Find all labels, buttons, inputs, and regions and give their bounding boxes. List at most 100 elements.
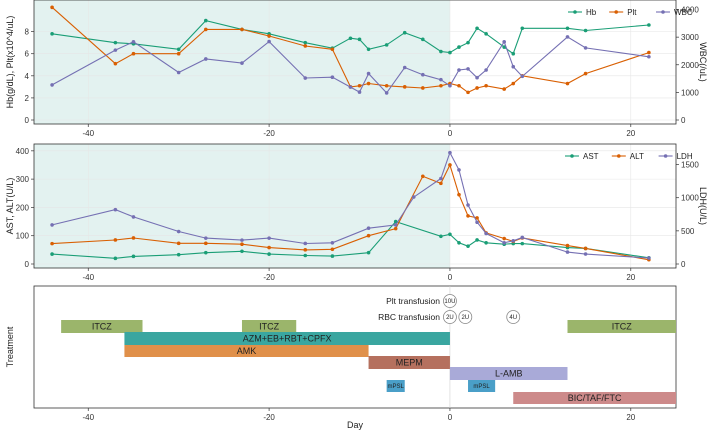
rbc-transfusion-label: RBC transfusion — [378, 312, 440, 322]
y-tick-label: 400 — [16, 147, 30, 156]
treatment-bar — [124, 332, 450, 345]
plot-frame — [33, 143, 677, 269]
legend-swatch-point — [570, 154, 574, 158]
data-point-hb — [303, 40, 308, 45]
data-point-hb — [565, 26, 570, 31]
treatment-bar-label: mPSL — [388, 384, 405, 390]
data-point-ldh — [475, 220, 479, 225]
data-point-wbc — [421, 72, 425, 77]
data-point-ldh — [113, 207, 118, 212]
data-point-ldh — [520, 235, 525, 240]
rbc-transfusion-dose: 2U — [461, 315, 469, 321]
y2-tick-label: 0 — [681, 260, 686, 269]
data-point-ast — [267, 252, 271, 256]
data-point-alt — [457, 192, 461, 197]
data-point-ast — [240, 249, 244, 254]
data-point-wbc — [204, 57, 208, 61]
treatment-bar-label: ITCZ — [259, 322, 279, 332]
plt-transfusion-dose: 10U — [444, 299, 455, 305]
data-point-ldh — [502, 240, 506, 245]
data-point-wbc — [402, 65, 407, 70]
data-point-wbc — [511, 64, 516, 69]
data-point-hb — [520, 26, 525, 31]
data-point-hb — [439, 49, 443, 54]
x-tick-label: 20 — [626, 413, 635, 422]
data-point-ast — [366, 250, 371, 255]
treatment-bar — [368, 356, 450, 369]
data-point-wbc — [583, 46, 588, 50]
data-point-plt — [176, 51, 181, 56]
data-point-wbc — [475, 75, 479, 80]
legend-swatch-point — [617, 154, 621, 158]
x-tick-label: -20 — [263, 273, 275, 282]
treatment-bar-label: MEPM — [396, 358, 423, 368]
data-point-ldh — [484, 231, 488, 236]
data-point-hb — [502, 45, 506, 49]
data-point-ldh — [583, 252, 588, 256]
data-point-wbc — [484, 68, 488, 72]
treatment-bar — [241, 320, 297, 333]
data-point-alt — [131, 236, 136, 240]
y-tick-label: 6 — [25, 50, 30, 59]
data-point-ldh — [647, 256, 651, 260]
data-point-ldh — [204, 236, 208, 240]
data-point-plt — [113, 61, 118, 66]
data-point-ldh — [466, 203, 470, 207]
data-point-plt — [131, 51, 136, 56]
data-point-alt — [50, 241, 54, 246]
data-point-hb — [421, 37, 425, 42]
treatment-bar-label: ITCZ — [612, 322, 632, 332]
x-axis-title: Day — [347, 420, 364, 430]
data-point-hb — [204, 18, 208, 23]
data-point-plt — [240, 27, 244, 32]
treatment-bar-label: BIC/TAF/FTC — [568, 393, 622, 403]
data-point-hb — [113, 40, 118, 45]
data-point-ldh — [330, 240, 335, 245]
data-point-plt — [402, 85, 407, 89]
data-point-alt — [176, 241, 181, 246]
data-point-alt — [475, 216, 479, 220]
data-point-wbc — [565, 35, 570, 39]
data-point-wbc — [439, 77, 443, 82]
x-tick-label: -20 — [263, 129, 275, 138]
data-point-plt — [583, 71, 588, 76]
treatment-bar — [513, 392, 676, 404]
data-point-ast — [520, 241, 525, 246]
data-point-wbc — [348, 85, 353, 89]
treatment-bar — [567, 320, 676, 333]
y-axis-title: AST, ALT(U/L) — [5, 178, 15, 235]
legend-label: WBC — [674, 8, 693, 17]
treatment-bar — [124, 345, 369, 357]
data-point-plt — [439, 83, 443, 88]
data-point-wbc — [647, 54, 651, 59]
data-point-ldh — [457, 168, 461, 172]
data-point-hb — [647, 23, 651, 27]
data-point-hb — [176, 47, 181, 52]
data-point-alt — [366, 233, 371, 238]
data-point-wbc — [502, 40, 506, 44]
y-axis-title: Hb(g/dL), Plt(x10^4/uL) — [5, 16, 15, 109]
legend-swatch-point — [663, 154, 668, 158]
data-point-wbc — [303, 76, 308, 80]
data-point-wbc — [131, 40, 136, 44]
data-point-wbc — [176, 70, 181, 75]
data-point-alt — [303, 248, 308, 252]
data-point-plt — [511, 81, 516, 86]
data-point-hb — [348, 36, 353, 41]
rbc-transfusion-marker — [458, 310, 473, 324]
data-point-wbc — [240, 61, 244, 65]
legend-label: AST — [583, 152, 599, 161]
data-point-ldh — [176, 229, 181, 234]
data-point-ldh — [448, 150, 452, 155]
rbc-transfusion-dose: 4U — [509, 315, 517, 321]
data-point-alt — [113, 238, 118, 242]
data-point-plt — [647, 50, 651, 55]
data-point-ldh — [393, 223, 398, 227]
data-point-ldh — [366, 226, 371, 231]
chart-panel-top: 0 2 4 6 8 0 1000 2000 3000 4000 -40 -20 0 20 Hb(g/dL),… — [5, 0, 708, 138]
data-point-wbc — [357, 90, 362, 94]
y-tick-label: 0 — [25, 260, 30, 269]
data-point-ldh — [131, 215, 136, 219]
y2-tick-label: 4000 — [681, 6, 699, 15]
